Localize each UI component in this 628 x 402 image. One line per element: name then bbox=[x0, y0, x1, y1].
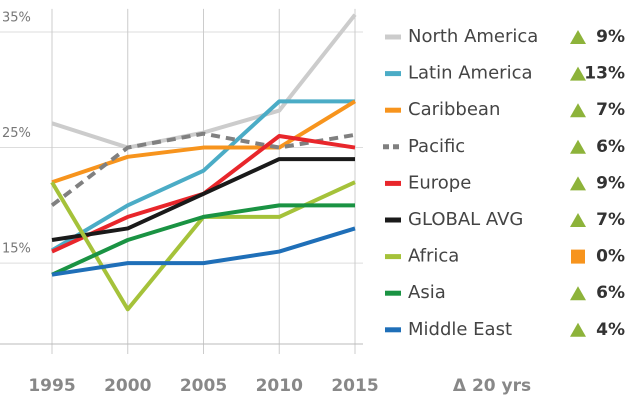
legend-label: Latin America bbox=[408, 63, 533, 84]
y-tick-label: 25% bbox=[2, 126, 31, 141]
legend-label: Asia bbox=[408, 282, 446, 303]
change-label: 7% bbox=[596, 100, 625, 120]
change-label: 7% bbox=[596, 210, 625, 230]
change-header: Δ 20 yrs bbox=[453, 376, 531, 396]
change-label: 9% bbox=[596, 27, 625, 47]
legend-label: Middle East bbox=[408, 319, 512, 340]
legend-label: Pacific bbox=[408, 136, 465, 157]
series-line bbox=[50, 131, 356, 207]
trend-icon bbox=[570, 66, 586, 81]
series-line bbox=[50, 99, 355, 253]
x-tick-label: 2005 bbox=[180, 376, 227, 396]
legend-label: Europe bbox=[408, 172, 471, 193]
legend-label: Africa bbox=[408, 246, 459, 267]
trend-icon bbox=[570, 176, 586, 191]
trend-icon bbox=[570, 322, 586, 337]
change-label: 4% bbox=[596, 320, 625, 340]
trend-icon bbox=[570, 103, 586, 118]
change-label: 13% bbox=[584, 64, 625, 84]
trend-icon bbox=[571, 249, 585, 264]
trend-icon bbox=[570, 286, 586, 301]
legend-label: Caribbean bbox=[408, 99, 500, 120]
x-tick-label: 1995 bbox=[28, 376, 75, 396]
y-tick-label: 35% bbox=[2, 11, 31, 26]
series-line bbox=[51, 226, 356, 277]
series-line bbox=[51, 203, 355, 277]
x-tick-label: 2000 bbox=[104, 376, 151, 396]
series-line bbox=[51, 157, 355, 242]
change-label: 6% bbox=[596, 137, 625, 157]
change-label: 6% bbox=[596, 283, 625, 303]
legend-label: North America bbox=[408, 26, 538, 47]
change-label: 0% bbox=[596, 247, 625, 267]
x-tick-label: 2010 bbox=[256, 376, 303, 396]
x-tick-label: 2015 bbox=[331, 376, 378, 396]
y-tick-label: 15% bbox=[2, 242, 31, 257]
trend-icon bbox=[570, 30, 586, 44]
trend-icon bbox=[570, 213, 586, 227]
change-label: 9% bbox=[596, 173, 625, 193]
trend-icon bbox=[570, 139, 586, 154]
legend-label: GLOBAL AVG bbox=[408, 209, 523, 230]
